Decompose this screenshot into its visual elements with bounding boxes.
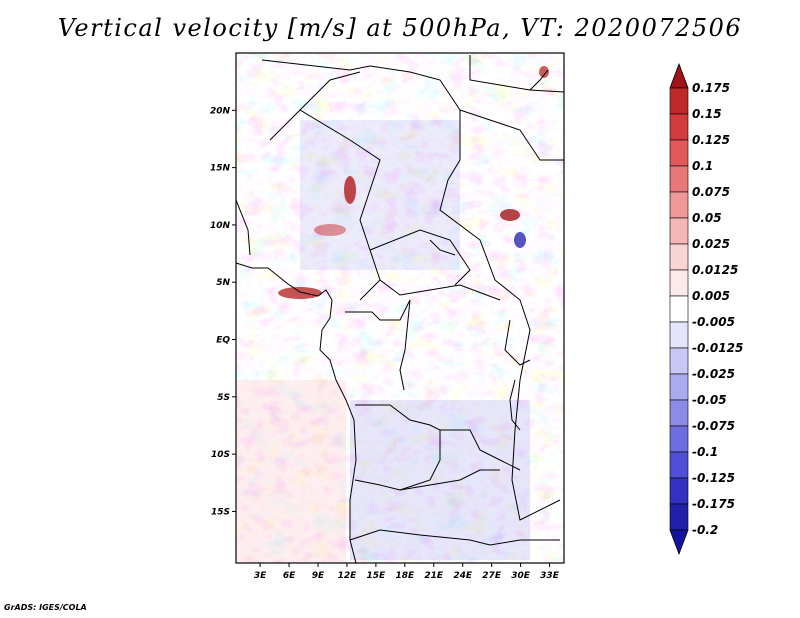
colorbar-swatch (669, 451, 689, 479)
lon-tick-label: 9E (312, 571, 325, 581)
colorbar-max-arrow (669, 62, 689, 89)
lon-tick-label: 6E (283, 571, 296, 581)
lon-tick-label: 27E (482, 571, 502, 581)
colorbar-swatch (669, 399, 689, 427)
colorbar-swatch (669, 269, 689, 297)
colorbar-swatch (669, 243, 689, 271)
lat-tick-label: 20N (210, 106, 231, 116)
lon-tick-label: 21E (424, 571, 444, 581)
lat-tick-label: 10S (211, 450, 230, 460)
velocity-field (236, 53, 564, 563)
colorbar-label: 0.025 (692, 237, 730, 251)
lat-tick-label: 5S (217, 393, 230, 403)
latitude-axis: 20N 15N 10N 5N EQ 5S 10S 15S (210, 106, 236, 517)
colorbar-swatch (669, 321, 689, 349)
map-frame (235, 52, 565, 564)
colorbar-swatch (669, 217, 689, 245)
colorbar-swatch (669, 477, 689, 505)
lat-tick-label: 10N (210, 221, 231, 231)
colorbar-swatch (669, 191, 689, 219)
colorbar-swatch (669, 165, 689, 193)
colorbar-label: -0.125 (692, 471, 735, 485)
lat-tick-label: 5N (216, 278, 230, 288)
lon-tick-label: 33E (540, 571, 560, 581)
colorbar: 0.175 0.15 0.125 0.1 0.075 0.05 0.025 0.0125 0.0… (669, 62, 743, 556)
credit-label: GrADS: IGES/COLA (4, 603, 87, 612)
colorbar-label: -0.05 (692, 393, 727, 407)
lon-tick-label: 24E (453, 571, 473, 581)
colorbar-label: 0.005 (692, 289, 730, 303)
longitude-axis: 3E 6E 9E 12E 15E 18E 21E 24E 27E 30E 33E (254, 563, 560, 581)
colorbar-swatch (669, 87, 689, 115)
lat-tick-label: 15N (210, 164, 231, 174)
colorbar-label: 0.075 (692, 185, 730, 199)
colorbar-swatch (669, 425, 689, 453)
colorbar-label: 0.15 (692, 107, 722, 121)
colorbar-label: -0.175 (692, 497, 735, 511)
colorbar-swatch (669, 347, 689, 375)
lon-tick-label: 18E (395, 571, 415, 581)
colorbar-label: 0.175 (692, 81, 730, 95)
plot-title: Vertical velocity [m/s] at 500hPa, VT: 2… (57, 14, 743, 42)
lon-tick-label: 12E (338, 571, 358, 581)
lon-tick-label: 15E (367, 571, 387, 581)
colorbar-label: -0.1 (692, 445, 718, 459)
colorbar-label: 0.1 (692, 159, 713, 173)
lat-tick-label: EQ (216, 336, 230, 346)
colorbar-label: -0.005 (692, 315, 735, 329)
colorbar-swatch (669, 113, 689, 141)
colorbar-swatch (669, 139, 689, 167)
country-boundaries (236, 55, 564, 563)
colorbar-label: -0.0125 (692, 341, 743, 355)
lon-tick-label: 30E (511, 571, 531, 581)
colorbar-min-arrow (669, 529, 689, 556)
colorbar-swatch (669, 373, 689, 401)
colorbar-swatch (669, 503, 689, 531)
lon-tick-label: 3E (254, 571, 267, 581)
colorbar-label: -0.075 (692, 419, 735, 433)
colorbar-swatch (669, 295, 689, 323)
colorbar-label: 0.05 (692, 211, 722, 225)
lat-tick-label: 15S (211, 507, 230, 517)
colorbar-label: 0.125 (692, 133, 730, 147)
colorbar-label: 0.0125 (692, 263, 738, 277)
colorbar-label: -0.025 (692, 367, 735, 381)
colorbar-label: -0.2 (692, 523, 718, 537)
